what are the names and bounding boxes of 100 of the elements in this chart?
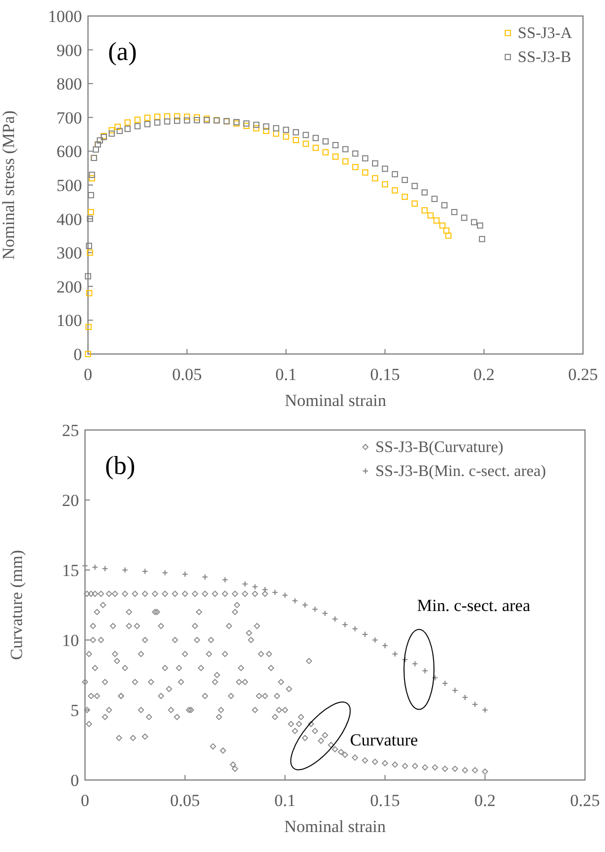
y-tick-label: 100 [56,311,82,330]
point [84,273,92,280]
y-tick-label: 0 [74,345,82,364]
x-tick-label: 0.15 [370,791,400,810]
point [412,182,418,190]
point [88,172,96,178]
point [412,200,418,207]
point [431,196,438,202]
point [292,598,298,604]
point [342,158,348,164]
point [372,636,378,644]
point [252,584,258,590]
y-tick-label: 20 [62,491,79,510]
annotation: (a) [108,37,137,66]
point [92,564,98,570]
point [88,208,94,216]
point [362,631,368,638]
point [445,232,452,239]
point [352,150,358,157]
y-tick-label: 0 [70,771,79,790]
y-tick-label: 1000 [48,7,82,26]
y-tick-label: 25 [62,421,79,440]
point [476,222,484,229]
point [263,128,270,134]
point [382,181,388,188]
point [164,113,170,120]
annotation: Min. c-sect. area [417,596,531,615]
point [442,680,448,686]
legend-label: SS-J3-B(Curvature) [375,439,504,456]
point [422,189,428,196]
y-axis-title: Nominal stress (MPa) [0,110,18,260]
point [422,207,428,214]
point [342,622,348,628]
x-axis-title: Nominal strain [284,391,387,410]
point [402,176,408,184]
point [253,122,260,128]
x-tick-label: 0.2 [473,365,495,384]
point [122,566,128,574]
y-tick-label: 900 [56,40,82,60]
point [154,114,160,120]
point [86,290,92,296]
annotation: Curvature [350,730,418,750]
point [114,124,121,130]
point [222,576,228,583]
point [134,116,141,123]
point [332,154,339,160]
point [184,117,190,124]
point [273,125,280,132]
point [202,574,208,580]
point [439,222,446,229]
x-tick-label: 0.05 [172,365,202,384]
point [242,580,248,588]
point [312,134,319,142]
y-tick-label: 500 [56,176,82,195]
point [382,642,388,649]
y-tick-label: 15 [62,561,79,580]
x-tick-label: 0.1 [275,365,297,384]
legend-label: SS-J3-A [518,25,572,42]
x-axis-title: Nominal strain [284,817,386,836]
point [452,687,458,694]
point [342,146,348,152]
point [88,192,94,198]
point [102,566,108,572]
point [471,219,478,226]
point [422,668,428,674]
point [108,127,115,134]
point [362,169,368,176]
point [427,212,434,219]
y-tick-label: 600 [56,142,82,162]
point [312,606,318,612]
point [332,142,339,148]
x-tick-label: 0.1 [274,791,296,810]
point [124,126,131,132]
point [432,674,438,681]
x-tick-label: 0.05 [170,791,200,810]
point [86,250,94,256]
point [402,656,408,663]
point [88,175,96,182]
y-tick-label: 400 [56,210,82,229]
y-tick-label: 5 [70,701,79,720]
point [392,171,398,178]
point [243,122,250,129]
point [402,194,408,200]
point [392,187,398,194]
y-tick-label: 10 [62,631,79,650]
point [322,138,329,144]
point [292,136,299,144]
point [194,114,200,120]
point [372,160,378,166]
legend-label: SS-J3-B(Min. c-sect. area) [375,463,546,480]
point [144,114,150,121]
point [372,175,378,182]
point [482,706,488,714]
point [85,324,92,330]
point [253,125,260,132]
y-tick-label: 200 [56,277,82,296]
point [92,146,100,153]
point [312,144,319,151]
point [184,114,190,120]
point [96,137,103,144]
